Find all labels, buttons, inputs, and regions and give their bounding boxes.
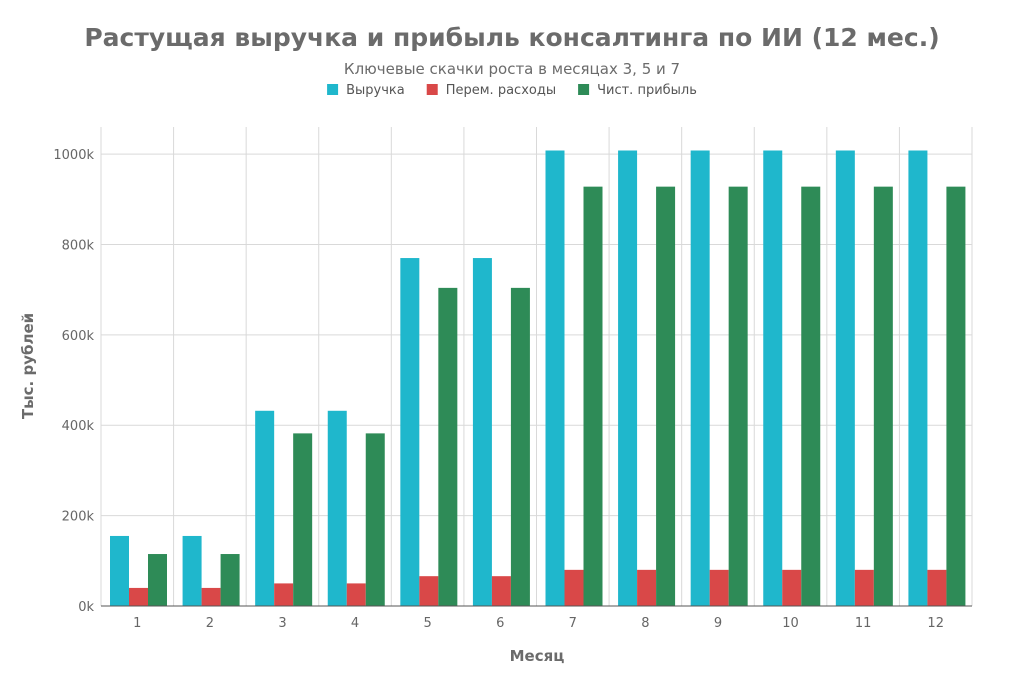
bar-1-9 (690, 150, 710, 606)
bar-1-3 (255, 410, 275, 606)
y-tick-label: 200k (62, 510, 95, 525)
x-tick-label: 8 (641, 616, 649, 631)
y-axis-ticks: 0k 200k 400k 600k 800k 1000k (53, 148, 94, 615)
bar-1-4 (327, 410, 347, 606)
legend-label: Чист. прибыль (597, 83, 697, 98)
bar-2-2 (201, 587, 221, 606)
bar-2-4 (346, 583, 366, 606)
bar-3-2 (220, 554, 240, 606)
bar-3-5 (438, 287, 458, 606)
bar-3-4 (365, 433, 385, 606)
bar-1-5 (400, 258, 420, 606)
bar-3-3 (293, 433, 313, 606)
legend: Выручка Перем. расходы Чист. прибыль (327, 83, 697, 98)
bar-1-2 (182, 535, 202, 606)
y-tick-label: 400k (62, 419, 95, 434)
bar-2-7 (564, 569, 584, 606)
bar-3-10 (801, 186, 821, 607)
x-tick-label: 4 (351, 616, 359, 631)
bar-2-12 (927, 569, 947, 606)
bar-3-9 (728, 186, 748, 607)
bar-1-7 (545, 150, 565, 606)
bar-2-6 (491, 576, 511, 606)
bar-1-12 (908, 150, 928, 606)
bar-2-5 (419, 576, 439, 606)
bar-3-8 (656, 186, 676, 607)
x-axis-title: Месяц (510, 647, 565, 665)
x-tick-label: 12 (927, 616, 944, 631)
legend-label: Перем. расходы (446, 83, 556, 98)
bar-2-3 (274, 583, 294, 606)
x-tick-label: 7 (569, 616, 577, 631)
x-tick-label: 6 (496, 616, 504, 631)
bar-3-1 (148, 554, 167, 606)
bar-2-10 (782, 569, 802, 606)
gridlines (100, 127, 973, 606)
legend-swatch (327, 84, 339, 95)
y-tick-label: 800k (62, 238, 95, 253)
x-tick-label: 3 (278, 616, 286, 631)
bar-1-8 (618, 150, 638, 606)
legend-label: Выручка (346, 83, 405, 98)
bar-2-1 (129, 587, 148, 606)
chart-title: Растущая выручка и прибыль консалтинга п… (84, 23, 939, 52)
x-tick-label: 5 (423, 616, 431, 631)
bars (110, 150, 966, 607)
legend-item-1[interactable]: Выручка (327, 83, 405, 98)
bar-1-11 (835, 150, 855, 606)
x-tick-label: 10 (782, 616, 799, 631)
bar-1-1 (110, 535, 129, 606)
y-tick-label: 600k (62, 329, 95, 344)
y-tick-label: 1000k (53, 148, 94, 163)
bar-1-6 (472, 258, 492, 606)
legend-swatch (578, 84, 590, 95)
legend-item-2[interactable]: Перем. расходы (426, 83, 556, 98)
x-axis-ticks: 1 2 3 4 5 6 7 8 9 10 11 12 (133, 616, 944, 631)
bar-3-7 (583, 186, 603, 607)
y-axis-title: Тыс. рублей (19, 313, 37, 419)
bar-1-10 (763, 150, 783, 606)
bar-3-12 (946, 186, 966, 607)
bar-3-6 (510, 287, 530, 606)
x-tick-label: 11 (855, 616, 872, 631)
legend-item-3[interactable]: Чист. прибыль (578, 83, 697, 98)
bar-2-8 (637, 569, 657, 606)
bar-3-11 (873, 186, 893, 607)
chart-subtitle: Ключевые скачки роста в месяцах 3, 5 и 7 (344, 60, 680, 78)
x-tick-label: 2 (206, 616, 214, 631)
bar-2-9 (709, 569, 729, 606)
x-tick-label: 1 (133, 616, 141, 631)
x-tick-label: 9 (714, 616, 722, 631)
y-tick-label: 0k (78, 600, 94, 615)
bar-2-11 (854, 569, 874, 606)
legend-swatch (426, 84, 438, 95)
